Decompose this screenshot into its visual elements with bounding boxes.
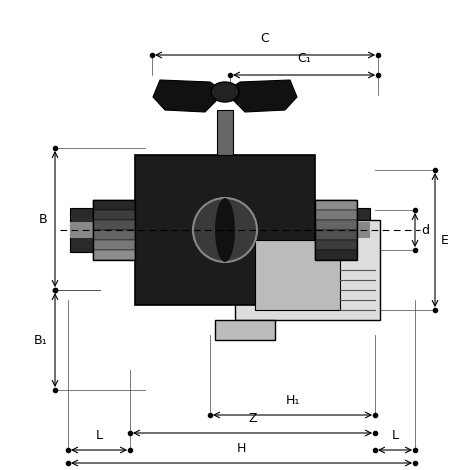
Bar — [315, 200, 357, 210]
Text: H₁: H₁ — [285, 394, 300, 407]
Bar — [315, 240, 357, 250]
Text: L: L — [95, 429, 102, 442]
Bar — [315, 250, 357, 260]
Bar — [93, 210, 135, 220]
Bar — [93, 200, 135, 210]
Bar — [315, 220, 357, 230]
Bar — [217, 110, 233, 155]
Bar — [315, 222, 370, 238]
Ellipse shape — [193, 198, 257, 262]
Text: C₁: C₁ — [297, 52, 311, 65]
Ellipse shape — [211, 82, 239, 102]
Text: Z: Z — [248, 412, 257, 425]
Bar — [315, 200, 357, 260]
Bar — [93, 220, 135, 230]
Polygon shape — [225, 80, 297, 112]
Bar — [70, 222, 135, 238]
Text: C: C — [261, 32, 269, 45]
Text: L: L — [392, 429, 399, 442]
Bar — [70, 208, 135, 252]
Bar — [93, 230, 135, 240]
Text: H: H — [237, 442, 246, 455]
Bar — [315, 210, 357, 220]
Bar — [93, 200, 135, 260]
Text: B: B — [39, 212, 47, 226]
Bar — [315, 208, 370, 252]
Ellipse shape — [213, 84, 237, 100]
Bar — [315, 230, 357, 240]
Bar — [255, 240, 340, 310]
Ellipse shape — [215, 198, 235, 262]
Bar — [135, 155, 315, 305]
Bar — [93, 250, 135, 260]
Bar — [215, 320, 275, 340]
Polygon shape — [153, 80, 225, 112]
Bar — [93, 240, 135, 250]
Text: E: E — [441, 234, 449, 246]
Bar — [235, 220, 380, 320]
Text: B₁: B₁ — [33, 334, 47, 346]
Text: d: d — [421, 224, 429, 236]
